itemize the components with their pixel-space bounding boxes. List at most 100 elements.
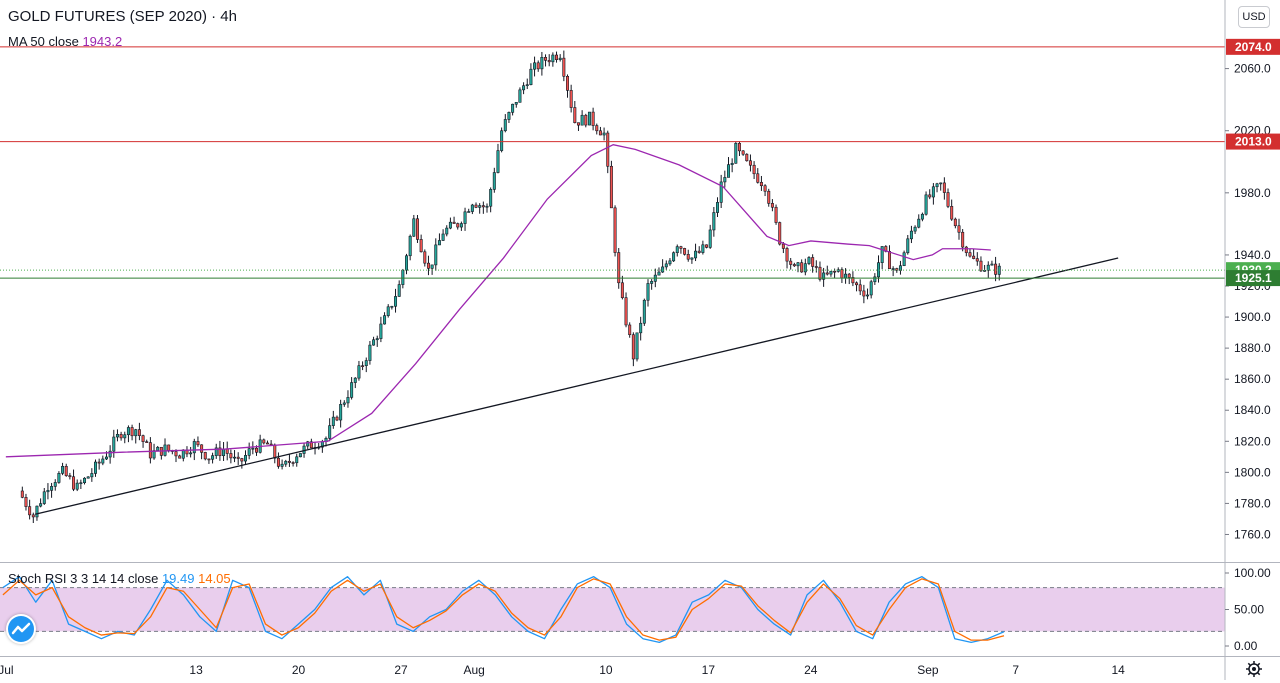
candle [408, 234, 412, 261]
candle [620, 275, 624, 300]
candle [796, 262, 800, 273]
candle-body [939, 182, 943, 185]
candle-body [602, 132, 606, 136]
candle-body [503, 119, 507, 132]
candle [273, 443, 277, 464]
candle-body [328, 425, 332, 439]
candle [53, 479, 57, 491]
candle [895, 267, 899, 273]
price-tick-label: 2060.0 [1234, 62, 1271, 76]
candle-body [620, 282, 624, 298]
candle [284, 459, 288, 467]
candle-body [434, 244, 438, 266]
candle-body [79, 482, 83, 485]
candle [456, 222, 460, 230]
candle-body [657, 271, 661, 276]
candle-body [741, 150, 745, 155]
candle-body [53, 482, 57, 487]
currency-button[interactable]: USD [1238, 6, 1270, 28]
candle-body [83, 477, 87, 484]
candle [229, 449, 233, 464]
candle-body [361, 365, 365, 367]
candle [405, 253, 408, 275]
tradingview-logo-icon[interactable] [6, 614, 36, 644]
candle-body [295, 456, 299, 464]
candle-body [781, 243, 785, 249]
candle [547, 54, 551, 67]
candle-body [566, 76, 569, 91]
candle-body [265, 442, 269, 445]
candle-body [379, 323, 383, 339]
candle-body [489, 189, 493, 207]
candle-body [196, 441, 200, 446]
candle [573, 101, 577, 124]
candle-body [763, 185, 767, 192]
candle-body [397, 284, 401, 297]
candle-body [94, 461, 97, 474]
candle [869, 279, 873, 299]
candle [825, 265, 829, 276]
candle [803, 258, 807, 276]
candle [46, 483, 50, 500]
candle-body [156, 446, 160, 451]
candle [939, 182, 943, 191]
candle-body [284, 460, 288, 465]
candle [609, 160, 613, 209]
candle-body [218, 447, 222, 457]
candle-body [697, 250, 701, 253]
candle-body [880, 246, 884, 263]
candle [942, 177, 946, 200]
candle [514, 102, 518, 108]
candle-body [858, 284, 862, 292]
candle-body [31, 514, 35, 518]
candle [218, 440, 222, 461]
candle [657, 267, 661, 276]
candle [858, 279, 862, 296]
candle-body [335, 416, 339, 421]
candle-body [254, 447, 258, 453]
stoch-rsi-label: Stoch RSI 3 3 14 14 close [8, 571, 159, 586]
candle [258, 434, 262, 454]
candle [496, 143, 500, 174]
candle [148, 437, 152, 464]
candle-body [972, 255, 976, 259]
candle-body [251, 447, 255, 450]
candle-body [430, 264, 434, 269]
candle [697, 246, 701, 254]
candle-body [207, 458, 211, 461]
gear-icon[interactable] [1245, 660, 1263, 678]
time-tick-label: 20 [292, 663, 306, 677]
candle [851, 271, 855, 287]
price-pane[interactable] [0, 46, 1225, 524]
time-tick-label: 10 [599, 663, 613, 677]
candle [518, 87, 522, 103]
candle-body [770, 203, 774, 208]
candle-body [61, 466, 65, 474]
candle-body [818, 266, 822, 280]
candle-body [500, 130, 504, 151]
time-tick-label: Jul [0, 663, 14, 677]
candle-body [803, 263, 807, 273]
candle-body [137, 429, 141, 436]
candle-body [558, 57, 562, 60]
stoch-rsi-pane[interactable] [0, 576, 1225, 643]
candle [950, 199, 954, 221]
support-trendline [34, 257, 1119, 515]
candle-body [979, 260, 983, 272]
candle [434, 238, 438, 271]
candle [163, 438, 167, 457]
candle-body [855, 282, 859, 286]
candle [174, 449, 178, 463]
candle [763, 184, 767, 197]
candle [353, 377, 357, 389]
candle-body [394, 296, 398, 307]
candle [580, 110, 584, 126]
candle-body [101, 458, 105, 464]
candle-body [518, 89, 522, 103]
candle [631, 332, 635, 367]
candle-body [24, 497, 28, 507]
candle [686, 249, 690, 262]
candle [935, 182, 939, 193]
candle-body [968, 252, 972, 257]
